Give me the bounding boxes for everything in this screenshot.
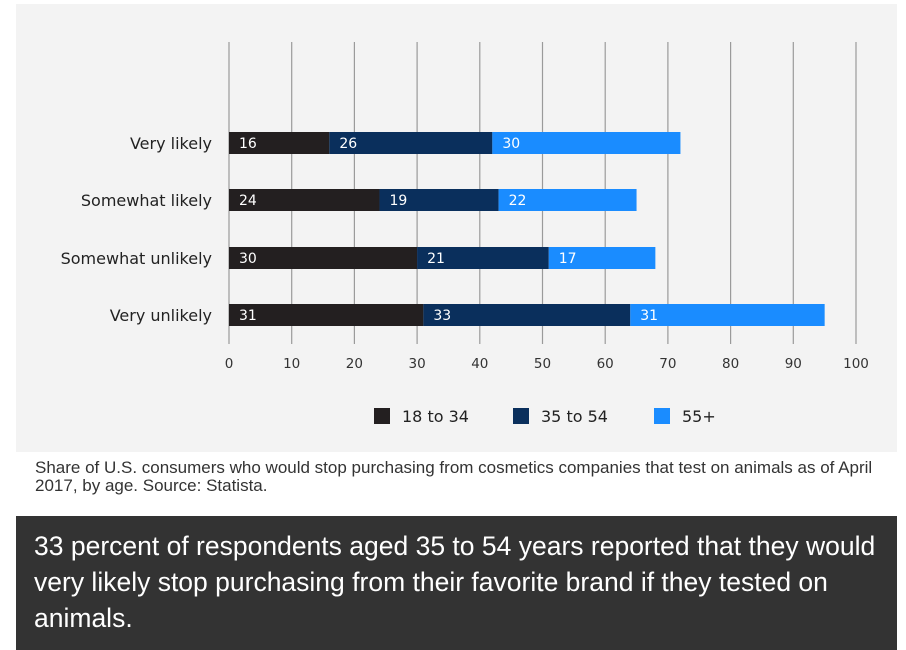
bar-segment: [329, 132, 493, 154]
legend-label: 35 to 54: [541, 407, 608, 426]
bar-segment: [229, 189, 380, 211]
x-tick-label: 20: [346, 356, 363, 372]
chart-panel: 0 10 20 30 40 50 60 70 80 90 100 16 26 30 Very likely 2…: [16, 4, 897, 452]
bar-segment: [417, 247, 549, 269]
bar-segment: [498, 189, 637, 211]
headline-banner: 33 percent of respondents aged 35 to 54 …: [16, 516, 897, 650]
category-label: Somewhat unlikely: [61, 249, 212, 268]
x-tick-label: 80: [722, 356, 739, 372]
bar-segment: [229, 132, 330, 154]
bar-value-label: 19: [389, 193, 407, 209]
category-label: Very unlikely: [110, 306, 212, 325]
bar-segment: [379, 189, 499, 211]
legend-swatch: [513, 408, 529, 424]
chart-caption: Share of U.S. consumers who would stop p…: [35, 458, 873, 495]
bar-value-label: 30: [502, 136, 520, 152]
bar-segment: [423, 304, 631, 326]
bar-segment: [492, 132, 681, 154]
x-tick-label: 90: [785, 356, 802, 372]
legend-label: 55+: [682, 407, 716, 426]
legend-label: 18 to 34: [402, 407, 469, 426]
x-tick-label: 0: [225, 356, 234, 372]
bar-value-label: 16: [239, 136, 257, 152]
stacked-bar-chart: 0 10 20 30 40 50 60 70 80 90 100 16 26 30 Very likely 2…: [61, 42, 869, 426]
bar-value-label: 31: [640, 308, 658, 324]
bar-segment: [229, 304, 424, 326]
bar-value-label: 33: [433, 308, 451, 324]
bar-value-label: 17: [559, 251, 577, 267]
headline-text: 33 percent of respondents aged 35 to 54 …: [34, 531, 876, 633]
bar-value-label: 22: [509, 193, 527, 209]
bar-value-label: 24: [239, 193, 257, 209]
bar-value-label: 30: [239, 251, 257, 267]
x-tick-label: 50: [534, 356, 551, 372]
x-tick-label: 40: [471, 356, 488, 372]
x-tick-label: 30: [409, 356, 426, 372]
x-tick-label: 60: [597, 356, 614, 372]
bar-segment: [229, 247, 418, 269]
legend-swatch: [654, 408, 670, 424]
x-tick-label: 10: [283, 356, 300, 372]
x-tick-label: 70: [659, 356, 676, 372]
legend-swatch: [374, 408, 390, 424]
bar-value-label: 31: [239, 308, 257, 324]
bar-segment: [630, 304, 825, 326]
bar-value-label: 21: [427, 251, 445, 267]
bar-value-label: 26: [339, 136, 357, 152]
category-label: Very likely: [130, 134, 212, 153]
category-label: Somewhat likely: [81, 191, 212, 210]
x-tick-label: 100: [843, 356, 869, 372]
bar-segment: [548, 247, 656, 269]
